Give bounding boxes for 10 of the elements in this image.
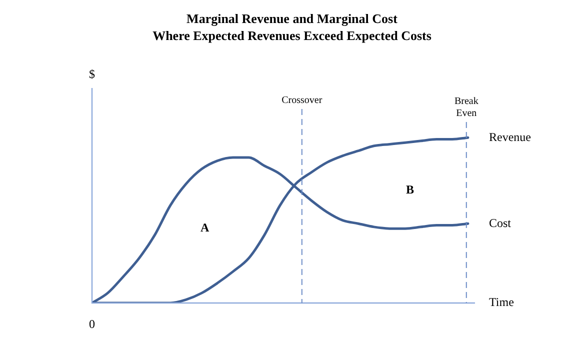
text: 0 <box>89 317 95 332</box>
y-axis-title: $ <box>89 67 95 81</box>
text: Break Even <box>454 96 478 119</box>
series-label: Revenue <box>489 130 531 144</box>
chart-title: Marginal Revenue and Marginal Cost Where Expected Revenues Exceed Expected Costs <box>152 10 432 44</box>
annotation: A <box>200 220 210 235</box>
series-label: Cost <box>489 216 512 230</box>
annotation: B <box>406 182 414 197</box>
x-axis-title: Time <box>489 295 514 310</box>
text: Crossover <box>282 95 323 106</box>
